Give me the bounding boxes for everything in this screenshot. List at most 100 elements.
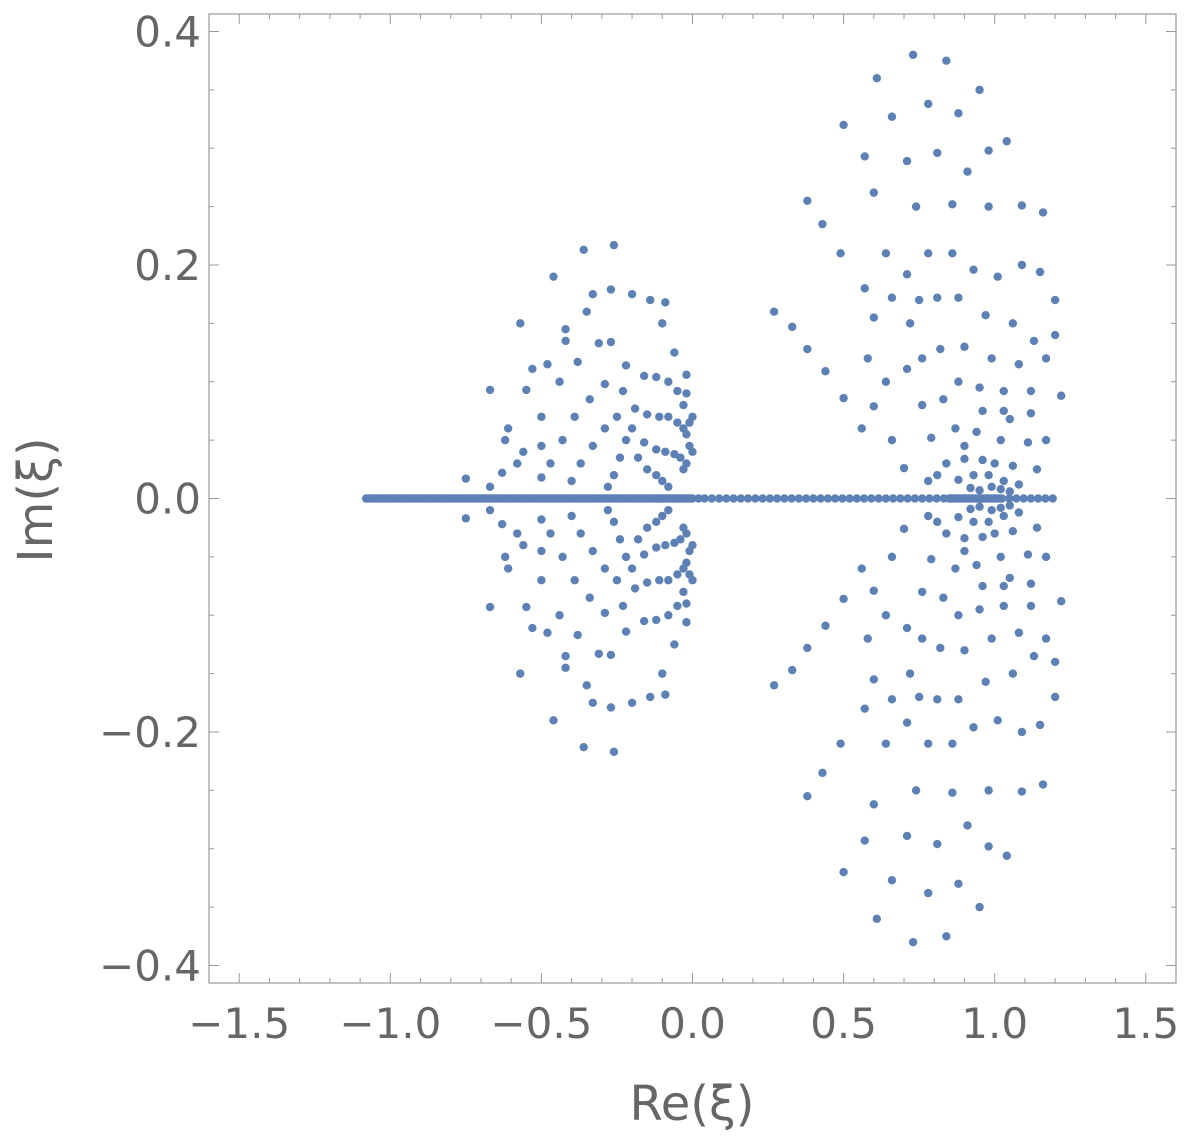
data-point	[939, 593, 948, 602]
data-point	[670, 348, 679, 357]
data-point	[588, 441, 597, 451]
data-point	[869, 402, 879, 411]
data-point	[513, 529, 522, 538]
data-point	[1026, 409, 1036, 418]
data-point	[1005, 501, 1014, 510]
data-point	[603, 482, 613, 492]
data-point	[803, 344, 812, 354]
data-point	[933, 839, 942, 849]
data-point	[664, 611, 673, 620]
data-point	[630, 404, 640, 413]
data-point	[839, 867, 848, 877]
data-point	[954, 475, 963, 485]
data-point	[924, 476, 933, 486]
data-point	[981, 677, 990, 686]
data-point	[1026, 579, 1036, 588]
data-point	[645, 295, 655, 305]
data-point	[682, 558, 691, 567]
data-point	[1041, 435, 1051, 445]
points-layer	[361, 50, 1066, 947]
data-point	[996, 435, 1005, 445]
data-point	[860, 284, 869, 293]
data-point	[627, 698, 637, 708]
data-point	[576, 529, 585, 538]
data-point	[621, 361, 631, 370]
data-point	[908, 937, 918, 947]
data-point	[558, 435, 567, 445]
data-point	[902, 623, 912, 633]
data-point	[1026, 494, 1036, 503]
data-point	[658, 669, 667, 678]
data-point	[951, 564, 960, 573]
x-tick-label: −0.5	[490, 999, 592, 1048]
data-point	[1029, 336, 1039, 346]
data-point	[1014, 480, 1024, 489]
data-point	[1005, 573, 1014, 583]
data-point	[543, 628, 552, 637]
data-point	[688, 541, 697, 550]
data-point	[933, 517, 942, 527]
data-point	[902, 270, 912, 279]
data-point	[549, 272, 558, 281]
data-point	[655, 412, 664, 421]
data-point	[679, 523, 688, 532]
data-point	[606, 650, 616, 660]
data-point	[954, 377, 963, 386]
data-point	[485, 505, 495, 515]
data-point	[537, 576, 546, 585]
data-point	[836, 249, 845, 258]
data-point	[969, 470, 978, 480]
data-point	[966, 483, 975, 493]
data-point	[1008, 669, 1018, 678]
data-point	[1032, 523, 1042, 532]
data-point	[924, 888, 933, 898]
data-point	[582, 681, 591, 690]
data-point	[1019, 494, 1028, 503]
data-point	[872, 914, 882, 923]
data-point	[1041, 494, 1050, 503]
data-point	[615, 453, 625, 462]
data-point	[975, 902, 984, 912]
data-point	[585, 593, 594, 602]
data-point	[863, 634, 872, 643]
data-point	[664, 377, 673, 386]
data-point	[996, 484, 1005, 494]
data-point	[658, 494, 667, 503]
data-point	[816, 494, 825, 503]
data-point	[960, 533, 969, 543]
data-point	[1035, 720, 1045, 730]
x-tick-label: 0.5	[810, 999, 877, 1048]
data-point	[600, 424, 610, 433]
data-point	[606, 703, 616, 712]
data-point	[951, 424, 960, 433]
data-point	[887, 112, 897, 121]
data-point	[500, 435, 510, 445]
data-point	[1005, 487, 1014, 496]
data-point	[1002, 851, 1011, 860]
data-point	[975, 502, 984, 511]
data-point	[903, 494, 912, 503]
data-point	[917, 634, 927, 643]
data-point	[600, 608, 610, 618]
x-tick-label: 1.5	[1112, 999, 1179, 1048]
data-point	[546, 529, 555, 538]
data-point	[461, 474, 471, 483]
data-point	[682, 599, 691, 608]
data-point	[588, 546, 597, 556]
data-point	[803, 792, 812, 801]
data-point	[714, 494, 724, 503]
data-point	[925, 494, 934, 503]
x-tick-label: −1.0	[339, 999, 441, 1048]
data-point	[1014, 360, 1024, 369]
data-point	[936, 643, 945, 653]
data-point	[818, 219, 827, 229]
data-point	[902, 718, 912, 727]
data-point	[676, 535, 685, 544]
data-point	[911, 202, 921, 211]
data-point	[621, 552, 631, 562]
data-point	[887, 876, 897, 885]
data-point	[987, 634, 996, 643]
data-point	[1005, 414, 1014, 424]
data-point	[869, 675, 879, 684]
